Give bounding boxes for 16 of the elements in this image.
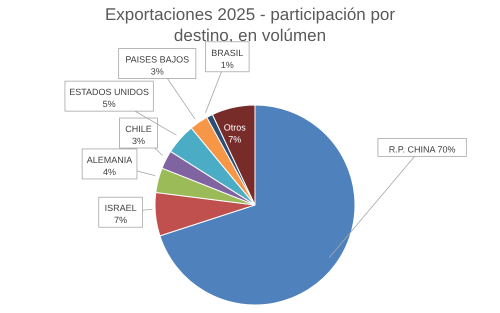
data-label: 4%	[103, 166, 116, 177]
data-label: 5%	[102, 99, 116, 110]
data-label: 7%	[228, 134, 242, 145]
slice-label: ALEMANIA	[86, 154, 132, 165]
data-label: 3%	[150, 66, 164, 77]
data-label: 7%	[114, 215, 128, 226]
slice-label: R.P. CHINA 70%	[388, 144, 456, 154]
slice-label: CHILE	[125, 124, 152, 134]
slice-label: ESTADOS UNIDOS	[69, 87, 150, 98]
slice-label: Otros	[224, 122, 246, 133]
data-label: 1%	[220, 60, 234, 70]
chart-title: Exportaciones 2025 - participación por destino, en volúmen	[104, 4, 396, 46]
slice-label: ISRAEL	[104, 203, 137, 214]
slice-label: BRASIL	[211, 48, 244, 58]
slice-label: PAISES BAJOS	[125, 54, 190, 65]
data-label: 3%	[132, 136, 146, 146]
